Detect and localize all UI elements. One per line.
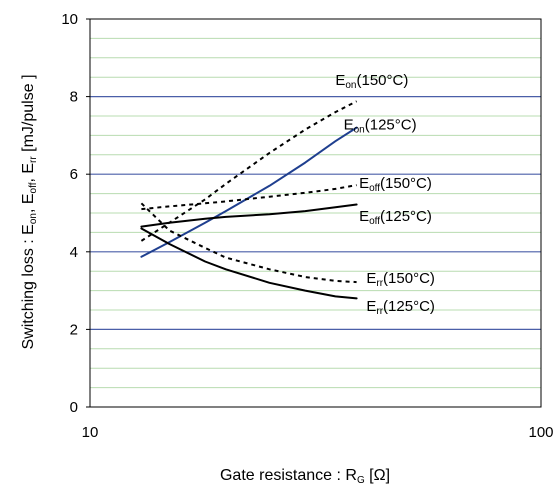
- y-tick-label: 6: [70, 166, 78, 183]
- y-axis-title: Switching loss : Eon, Eoff, Err [mJ/puls…: [20, 74, 39, 349]
- x-axis-title: Gate resistance : RG [Ω]: [220, 467, 390, 486]
- x-tick-label: 100: [528, 424, 553, 441]
- x-tick-labels: 10 100: [82, 424, 554, 441]
- y-tick-label: 10: [61, 11, 78, 28]
- y-tick-label: 4: [70, 244, 78, 261]
- series-line: [140, 202, 357, 284]
- y-tick-label: 8: [70, 89, 78, 106]
- major-grid: [90, 95, 541, 330]
- series-label: Eon(150°C): [335, 72, 408, 91]
- minor-grid: [90, 37, 541, 389]
- plot-frame: [89, 18, 542, 408]
- series-line: [140, 227, 358, 300]
- series-line: [140, 100, 358, 242]
- y-tick-label: 2: [70, 321, 78, 338]
- x-tick-label: 10: [82, 424, 99, 441]
- series-lines: [140, 100, 358, 300]
- series-label: Err(125°C): [366, 298, 435, 317]
- series-label: Eoff(150°C): [359, 175, 432, 194]
- series-label: Eon(125°C): [344, 117, 417, 136]
- series-label: Err(150°C): [366, 270, 435, 289]
- y-tick-label: 0: [70, 399, 78, 416]
- series-line: [141, 184, 357, 211]
- series-labels: Eon(150°C) Eon(125°C) Eoff(150°C) Eoff(125°…: [335, 72, 435, 317]
- series-label: Eoff(125°C): [359, 208, 432, 227]
- series-line: [140, 203, 358, 228]
- y-tick-labels: 0 2 4 6 8 10: [61, 11, 90, 416]
